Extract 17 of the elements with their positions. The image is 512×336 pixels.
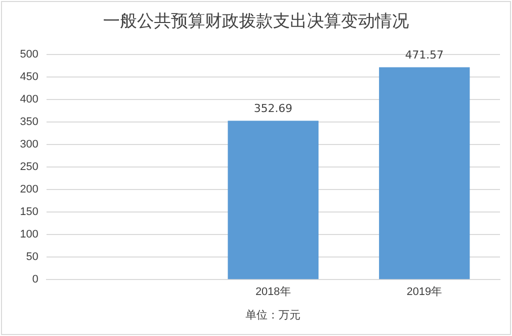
x-tick-label: 2018年	[255, 286, 291, 298]
y-tick-label: 100	[20, 228, 38, 241]
x-tick-label: 2019年	[406, 286, 442, 298]
chart-title: 一般公共预算财政拨款支出决算变动情况	[103, 12, 409, 32]
y-tick-label: 450	[20, 70, 38, 83]
y-tick-label: 250	[20, 161, 38, 174]
y-tick-label: 0	[32, 274, 38, 286]
y-tick-label: 500	[20, 48, 38, 60]
y-tick-label: 50	[26, 251, 38, 264]
y-tick-label: 200	[20, 184, 38, 196]
data-label: 352.69	[254, 102, 292, 116]
x-axis-title: 单位：万元	[246, 308, 301, 322]
y-tick-label: 300	[20, 138, 38, 151]
y-tick-label: 150	[20, 206, 38, 218]
y-tick-label: 400	[20, 93, 38, 106]
y-tick-label: 350	[20, 116, 38, 128]
data-label: 471.57	[405, 48, 444, 62]
